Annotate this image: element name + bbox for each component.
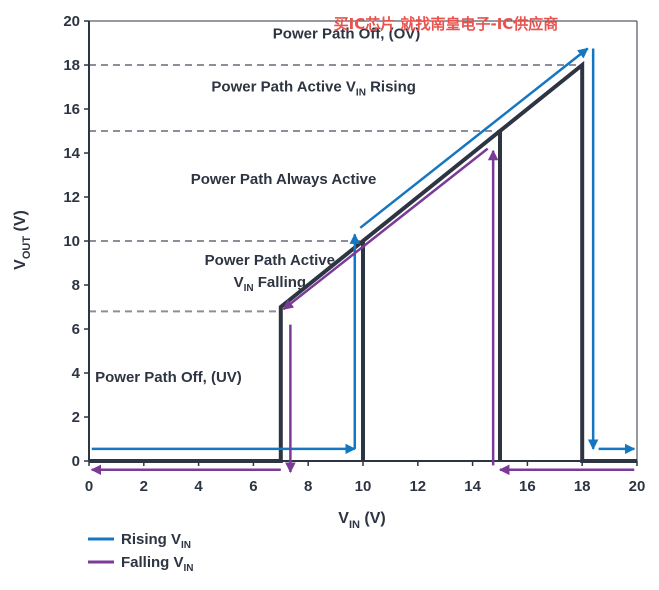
subscript: IN: [356, 87, 366, 98]
x-ticks: 0 2 4 6 8 10 12 14 16 18 20: [85, 461, 646, 495]
x-tick-label: 14: [464, 478, 481, 495]
y-tick-label: 16: [63, 101, 80, 118]
region-label-active-falling-1: Power Path Active: [205, 252, 335, 269]
y-tick-label: 12: [63, 189, 80, 206]
x-tick-label: 16: [519, 478, 536, 495]
transfer-curve: [89, 60, 637, 463]
region-label-off-uv: Power Path Off, (UV): [95, 369, 242, 386]
region-label-always-active: Power Path Always Active: [191, 171, 377, 188]
y-axis-label-suffix: (V): [12, 210, 29, 236]
y-tick-label: 14: [63, 145, 80, 162]
subscript: IN: [181, 540, 191, 551]
region-label-active-falling-2: VIN Falling: [234, 274, 307, 294]
x-tick-label: 2: [140, 478, 148, 495]
y-tick-label: 0: [72, 453, 80, 470]
x-tick-label: 10: [355, 478, 372, 495]
legend: Rising VIN Falling VIN: [88, 531, 194, 574]
region-label-off-ov: Power Path Off, (OV): [273, 26, 421, 43]
x-tick-label: 6: [249, 478, 257, 495]
x-tick-label: 8: [304, 478, 312, 495]
subscript: IN: [184, 563, 194, 574]
y-axis-label-sub: OUT: [21, 236, 33, 260]
x-tick-label: 20: [629, 478, 646, 495]
y-ticks: 0 2 4 6 8 10 12 14 16 18 20: [63, 13, 89, 470]
series-arrow: [359, 47, 589, 229]
x-tick-label: 12: [409, 478, 426, 495]
x-tick-label: 18: [574, 478, 591, 495]
y-tick-label: 6: [72, 321, 80, 338]
x-tick-label: 4: [194, 478, 203, 495]
region-label-active-rising: Power Path Active VIN Rising: [211, 78, 416, 98]
y-axis-label-main: V: [12, 259, 29, 270]
x-axis-label: VIN (V): [338, 510, 385, 531]
legend-label: Falling VIN: [121, 554, 194, 574]
x-axis-label-sub: IN: [349, 519, 360, 531]
legend-label: Rising VIN: [121, 531, 191, 551]
y-tick-label: 10: [63, 233, 80, 250]
y-tick-label: 2: [72, 409, 80, 426]
x-tick-label: 0: [85, 478, 93, 495]
y-tick-label: 18: [63, 57, 80, 74]
series-rising: [91, 47, 636, 455]
y-tick-label: 8: [72, 277, 80, 294]
threshold-lines: [89, 64, 583, 313]
transfer-curve-line: [89, 60, 637, 463]
y-axis-label: VOUT (V): [12, 210, 33, 270]
subscript: IN: [244, 283, 254, 294]
region-labels: Power Path Off, (OV) Power Path Active VI…: [95, 26, 420, 386]
y-tick-label: 20: [63, 13, 80, 30]
series-falling: [90, 147, 635, 476]
series-arrow: [282, 147, 489, 311]
x-axis-label-suffix: (V): [360, 510, 386, 527]
y-tick-label: 4: [72, 365, 81, 382]
x-axis-label-main: V: [338, 510, 349, 527]
watermark: 买IC芯片 就找南皇电子-IC供应商: [334, 15, 559, 33]
